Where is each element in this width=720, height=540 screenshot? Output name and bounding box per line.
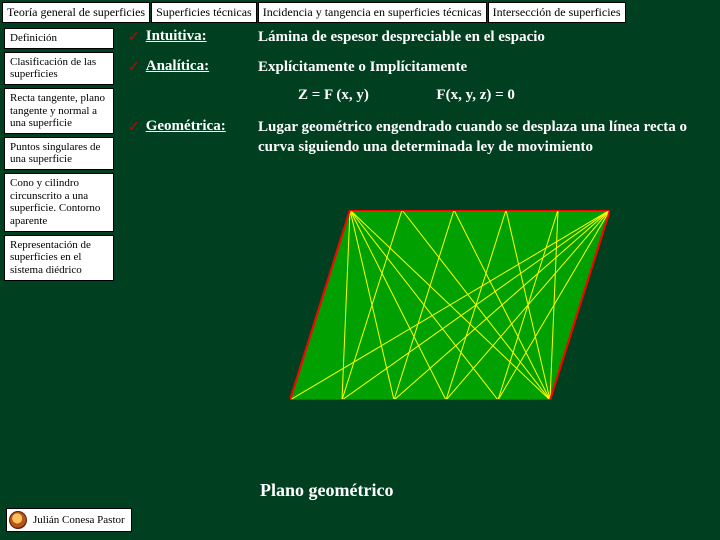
tab-incidencia[interactable]: Incidencia y tangencia en superficies té…	[258, 2, 487, 23]
check-icon: ✓	[128, 28, 140, 45]
term-geometrica: Geométrica:	[146, 118, 226, 135]
tab-bar: Teoría general de superficies Superficie…	[0, 0, 720, 25]
desc-analitica: Explícitamente o Implícitamente	[258, 58, 712, 78]
main-content: ✓ Intuitiva: Lámina de espesor desprecia…	[128, 28, 712, 167]
sidebar-item-cono[interactable]: Cono y cilindro circunscrito a una super…	[4, 173, 114, 232]
term-analitica: Analítica:	[146, 58, 209, 75]
check-icon: ✓	[128, 58, 140, 75]
formula-implicit: F(x, y, z) = 0	[436, 87, 515, 103]
tab-interseccion[interactable]: Intersección de superficies	[488, 2, 626, 23]
author-name: Julián Conesa Pastor	[33, 514, 125, 526]
sidebar-item-puntos[interactable]: Puntos singulares de una superficie	[4, 137, 114, 170]
author-footer: Julián Conesa Pastor	[6, 508, 132, 532]
formula-row: Z = F (x, y) F(x, y, z) = 0	[128, 87, 712, 104]
plane-diagram	[290, 210, 610, 400]
sidebar-item-recta[interactable]: Recta tangente, plano tangente y normal …	[4, 88, 114, 134]
formula-explicit: Z = F (x, y)	[298, 87, 369, 103]
diagram-caption: Plano geométrico	[260, 480, 393, 501]
seal-icon	[9, 511, 27, 529]
term-intuitiva: Intuitiva:	[146, 28, 207, 45]
sidebar-item-clasificacion[interactable]: Clasificación de las superficies	[4, 52, 114, 85]
sidebar-item-definicion[interactable]: Definición	[4, 28, 114, 49]
check-icon: ✓	[128, 118, 140, 135]
tab-teoria[interactable]: Teoría general de superficies	[2, 2, 150, 23]
sidebar: Definición Clasificación de las superfic…	[4, 28, 114, 281]
tab-superficies[interactable]: Superficies técnicas	[151, 2, 257, 23]
desc-intuitiva: Lámina de espesor despreciable en el esp…	[258, 28, 712, 48]
sidebar-item-representacion[interactable]: Representación de superficies en el sist…	[4, 235, 114, 281]
desc-geometrica: Lugar geométrico engendrado cuando se de…	[258, 118, 712, 157]
